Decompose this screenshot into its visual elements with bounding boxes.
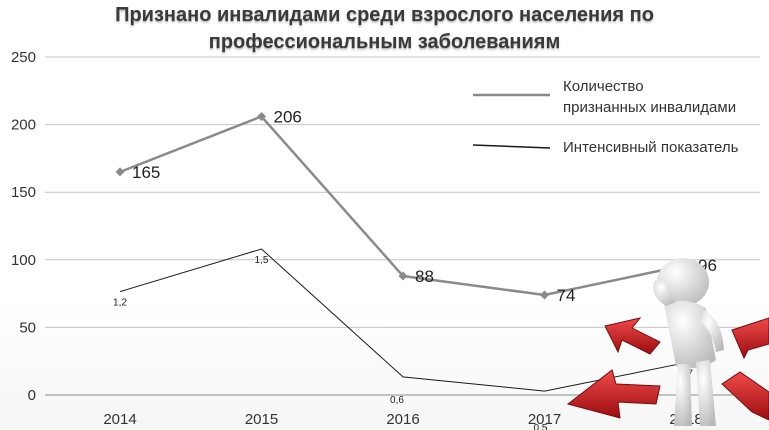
x-tick-label: 2017 [528, 411, 561, 428]
axes: 05010015020025020142015201620172018 [11, 49, 703, 428]
data-point-marker [398, 271, 408, 281]
data-label-intensive: 1,5 [255, 255, 269, 266]
legend-swatch-intensive [472, 144, 551, 149]
y-tick-label: 250 [11, 49, 36, 66]
data-label-count: 165 [132, 163, 160, 182]
data-label-intensive: 1,2 [113, 298, 127, 309]
legend-label-count: Количество [563, 78, 644, 95]
data-label-count: 88 [415, 267, 434, 286]
x-tick-label: 2015 [245, 411, 278, 428]
data-label-intensive: 0,5 [534, 423, 548, 430]
legend: Количество признанных инвалидами Интенсивн… [472, 78, 739, 156]
series-line-intensive [119, 248, 687, 392]
x-tick-label: 2016 [386, 411, 419, 428]
x-tick-label: 2014 [103, 411, 136, 428]
series-lines: 1652068874961,21,50,60,50,7Количествопри… [113, 78, 739, 430]
legend-label-intensive: Интенсивный показатель [563, 139, 739, 156]
legend-label-count: признанных инвалидами [563, 99, 736, 116]
data-point-marker [540, 290, 549, 300]
y-tick-label: 150 [11, 184, 36, 201]
y-tick-label: 50 [19, 319, 36, 336]
data-point-marker [257, 111, 266, 121]
y-tick-label: 100 [11, 252, 36, 269]
y-tick-label: 0 [28, 387, 36, 404]
chart-title-line-2: профессиональным заболеваниям [208, 31, 561, 53]
3d-figure-with-red-arrows-icon [566, 258, 769, 426]
data-label-intensive: 0,6 [390, 395, 404, 406]
y-tick-label: 200 [11, 117, 36, 134]
chart-title-line-1: Признано инвалидами среди взрослого насе… [115, 4, 654, 26]
data-point-marker [115, 167, 125, 177]
data-label-count: 206 [274, 107, 302, 126]
data-label-count: 74 [557, 286, 576, 305]
